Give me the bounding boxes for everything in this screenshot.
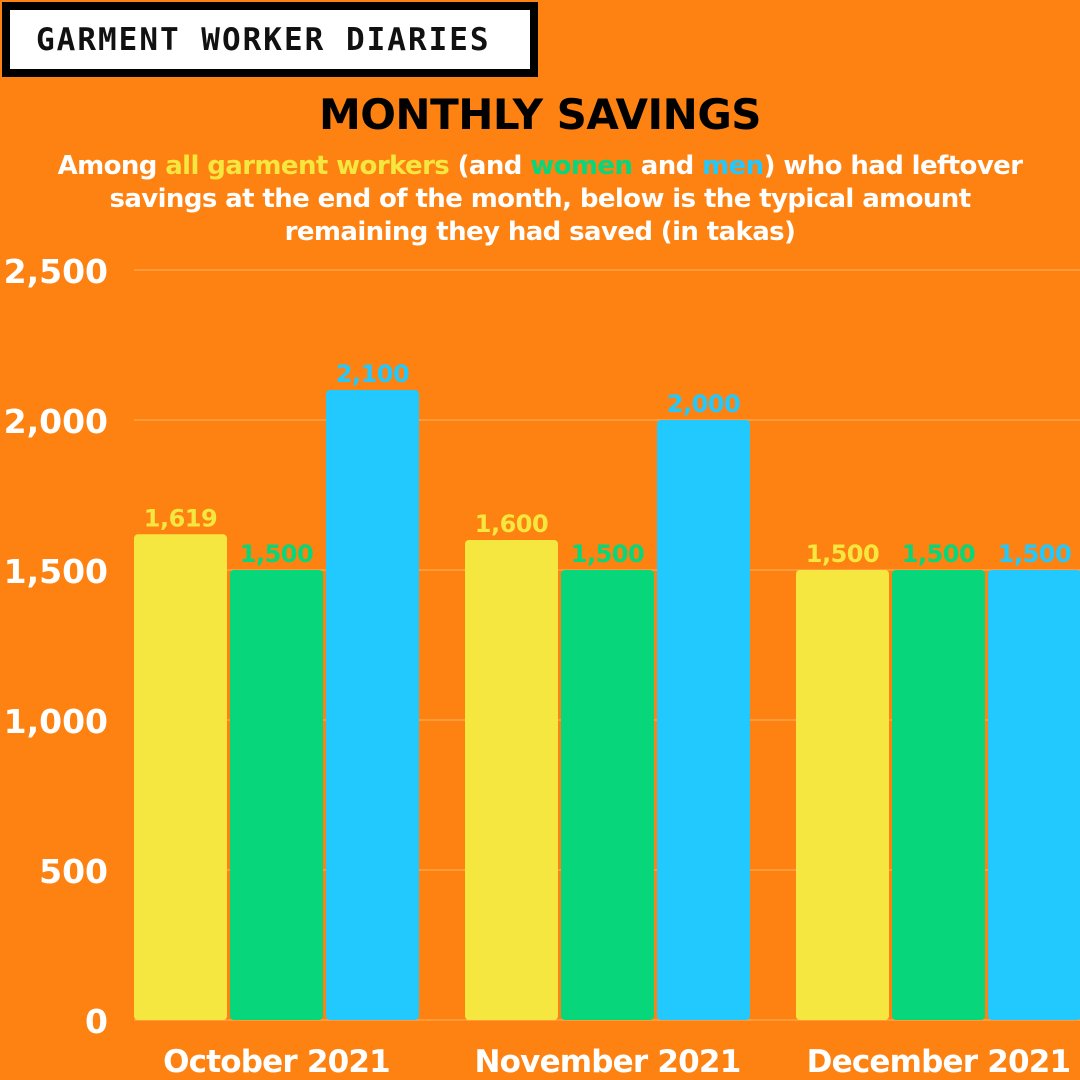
data-label-women: 1,500 bbox=[240, 540, 313, 568]
bar-women bbox=[230, 570, 323, 1020]
subtitle-men: men bbox=[702, 151, 764, 181]
x-tick-label: November 2021 bbox=[475, 1044, 741, 1080]
data-label-all: 1,619 bbox=[144, 504, 217, 532]
y-tick-label: 500 bbox=[39, 852, 108, 891]
subtitle-line-3: remaining they had saved (in takas) bbox=[284, 217, 796, 247]
y-tick-label: 1,000 bbox=[4, 702, 108, 741]
chart-title: MONTHLY SAVINGS bbox=[318, 90, 762, 139]
y-tick-label: 1,500 bbox=[4, 552, 108, 591]
subtitle-line-2: savings at the end of the month, below i… bbox=[109, 184, 971, 214]
subtitle-text-1: Among bbox=[57, 151, 166, 181]
bar-men bbox=[988, 570, 1080, 1020]
bar-all bbox=[465, 540, 558, 1020]
y-tick-label: 2,500 bbox=[4, 252, 108, 291]
chart-subtitle: Among all garment workers (and women and… bbox=[0, 150, 1080, 249]
subtitle-women: women bbox=[530, 151, 633, 181]
data-label-men: 2,100 bbox=[336, 360, 409, 388]
x-tick-label: October 2021 bbox=[163, 1044, 390, 1080]
subtitle-text-4: ) who had leftover bbox=[763, 151, 1023, 181]
bar-all bbox=[796, 570, 889, 1020]
subtitle-all-workers: all garment workers bbox=[165, 151, 450, 181]
data-label-men: 1,500 bbox=[998, 540, 1071, 568]
subtitle-text-2: (and bbox=[449, 151, 531, 181]
bar-men bbox=[657, 420, 750, 1020]
y-tick-label: 2,000 bbox=[4, 402, 108, 441]
data-label-men: 2,000 bbox=[667, 390, 740, 418]
bar-men bbox=[326, 390, 419, 1020]
brand-label: GARMENT WORKER DIARIES bbox=[36, 21, 491, 58]
data-label-women: 1,500 bbox=[571, 540, 644, 568]
x-tick-label: December 2021 bbox=[807, 1044, 1071, 1080]
brand-box: GARMENT WORKER DIARIES bbox=[2, 2, 538, 77]
subtitle-text-3: and bbox=[632, 151, 703, 181]
data-label-all: 1,600 bbox=[475, 510, 548, 538]
bar-women bbox=[561, 570, 654, 1020]
subtitle-line-1: Among all garment workers (and women and… bbox=[0, 150, 1080, 183]
bar-all bbox=[134, 534, 227, 1020]
bar-women bbox=[892, 570, 985, 1020]
y-tick-label: 0 bbox=[85, 1002, 108, 1041]
data-label-all: 1,500 bbox=[806, 540, 879, 568]
data-label-women: 1,500 bbox=[902, 540, 975, 568]
